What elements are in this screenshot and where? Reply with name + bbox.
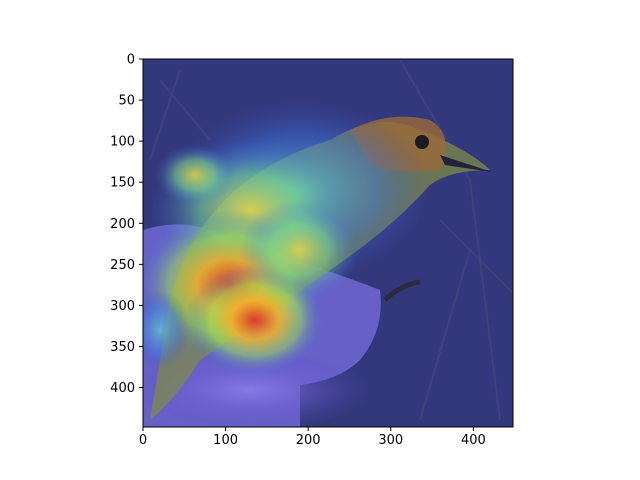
x-tick-label: 400 <box>461 433 486 448</box>
y-tick-label: 100 <box>110 135 135 150</box>
y-tick-label: 200 <box>110 217 135 232</box>
y-axis: 0 50 100 150 200 250 300 350 400 <box>110 53 143 396</box>
y-tick-label: 50 <box>118 94 135 109</box>
y-tick-label: 350 <box>110 340 135 355</box>
y-tick-label: 0 <box>127 53 135 68</box>
plot-frame <box>142 58 514 428</box>
y-tick-label: 300 <box>110 299 135 314</box>
x-tick-label: 100 <box>213 433 238 448</box>
x-axis: 0 100 200 300 400 <box>139 427 486 448</box>
y-tick-label: 250 <box>110 258 135 273</box>
x-tick-label: 0 <box>139 433 147 448</box>
x-tick-label: 200 <box>296 433 321 448</box>
y-tick-label: 150 <box>110 176 135 191</box>
y-tick-label: 400 <box>110 381 135 396</box>
x-tick-label: 300 <box>378 433 403 448</box>
heatmap-image <box>143 59 513 427</box>
